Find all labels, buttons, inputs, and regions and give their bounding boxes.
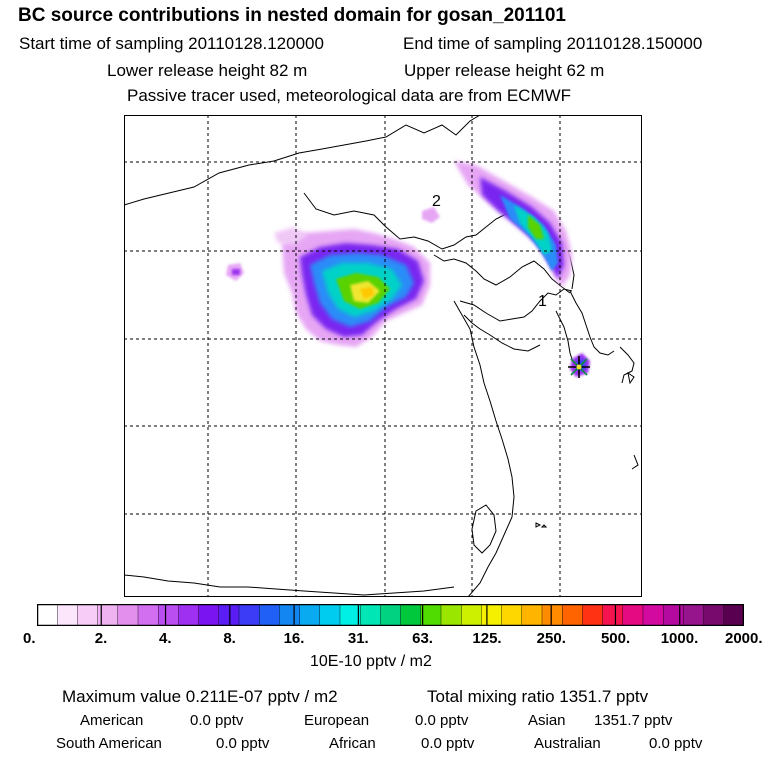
colorbar-cell [400,604,422,626]
colorbar-cell [360,604,382,626]
colorbar-cell [319,604,341,626]
region-value: 0.0 pptv [415,712,469,729]
colorbar-cell [258,604,280,626]
colorbar-unit: 10E-10 pptv / m2 [310,653,432,670]
receptor-star-icon [568,356,590,378]
colorbar-tick-label: 8. [223,630,236,647]
colorbar-cell [37,604,58,626]
max-value-label: Maximum value 0.211E-07 pptv / m2 [62,687,338,706]
total-mixing-label: Total mixing ratio 1351.7 pptv [427,687,649,706]
upper-release-height-label: Upper release height 62 m [404,61,605,80]
region-name: European [304,712,370,729]
colorbar-tick-label: 0. [23,630,36,647]
small-islands [535,371,635,528]
colorbar-cell [703,604,725,626]
colorbar-cell [723,604,744,626]
region-name: Asian [528,712,566,729]
colorbar-tick-label: 125. [472,630,502,647]
colorbar-cell [157,604,179,626]
colorbar-tick-label: 63. [412,630,433,647]
colorbar-cell [137,604,159,626]
colorbar-cell [602,604,624,626]
colorbar-cell [440,604,462,626]
colorbar-tick-label: 1000. [660,630,699,647]
region-value: 0.0 pptv [649,735,703,752]
colorbar-cell [178,604,200,626]
region-name: South American [56,735,162,752]
end-time-label: End time of sampling 20110128.150000 [403,34,703,53]
start-time-label: Start time of sampling 20110128.120000 [19,34,324,53]
region-name: African [329,735,376,752]
region-value: 1351.7 pptv [594,712,673,729]
colorbar-cell [238,604,260,626]
colorbar-tick-label: 250. [536,630,566,647]
colorbar-cell [683,604,705,626]
colorbar-cell [521,604,543,626]
colorbar-cell [642,604,664,626]
colorbar-cell [198,604,220,626]
colorbar-tick-label: 2000. [725,630,763,647]
region-name: Australian [534,735,601,752]
map-panel: 2 1 [124,115,642,597]
plume-wisp [226,207,440,281]
plume-main [282,229,430,347]
colorbar-cell [481,604,503,626]
colorbar-cell [57,604,79,626]
colorbar-cell [420,604,442,626]
colorbar-tick-label: 2. [94,630,108,647]
colorbar-cell [299,604,321,626]
island-taiwan [471,504,497,554]
colorbar-tick-label: 500. [600,630,631,647]
colorbar-cell [461,604,483,626]
colorbar-cell [279,604,301,626]
colorbar-cell [562,604,584,626]
map-border [124,115,642,597]
region-value: 0.0 pptv [421,735,475,752]
colorbar-cell [501,604,523,626]
colorbar-tick-label: 31. [347,630,369,647]
colorbar-cell [339,604,361,626]
graticule [124,115,642,597]
colorbar-cell [77,604,99,626]
colorbar-cell [541,604,563,626]
colorbar-tick-label: 16. [283,630,305,647]
source-label-1: 1 [538,293,547,310]
colorbar-cell [622,604,644,626]
colorbar-cell [218,604,240,626]
region-value: 0.0 pptv [190,712,244,729]
lower-release-height-label: Lower release height 82 m [107,61,308,80]
coastlines [124,115,639,597]
colorbar-tick-label: 4. [159,630,172,647]
plume-band [454,161,572,287]
colorbar-cell [380,604,402,626]
region-value: 0.0 pptv [216,735,270,752]
plot-title: BC source contributions in nested domain… [18,5,566,26]
colorbar-cell [582,604,604,626]
region-name: American [80,712,144,729]
source-label-2: 2 [432,193,441,210]
colorbar [37,604,744,626]
tracer-note: Passive tracer used, meteorological data… [127,86,572,105]
colorbar-cell [663,604,685,626]
colorbar-cell [117,604,139,626]
